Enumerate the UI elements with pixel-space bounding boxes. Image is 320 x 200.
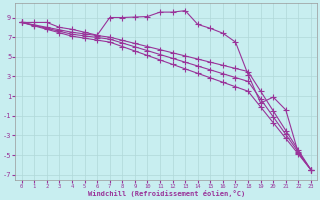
X-axis label: Windchill (Refroidissement éolien,°C): Windchill (Refroidissement éolien,°C)	[88, 190, 245, 197]
